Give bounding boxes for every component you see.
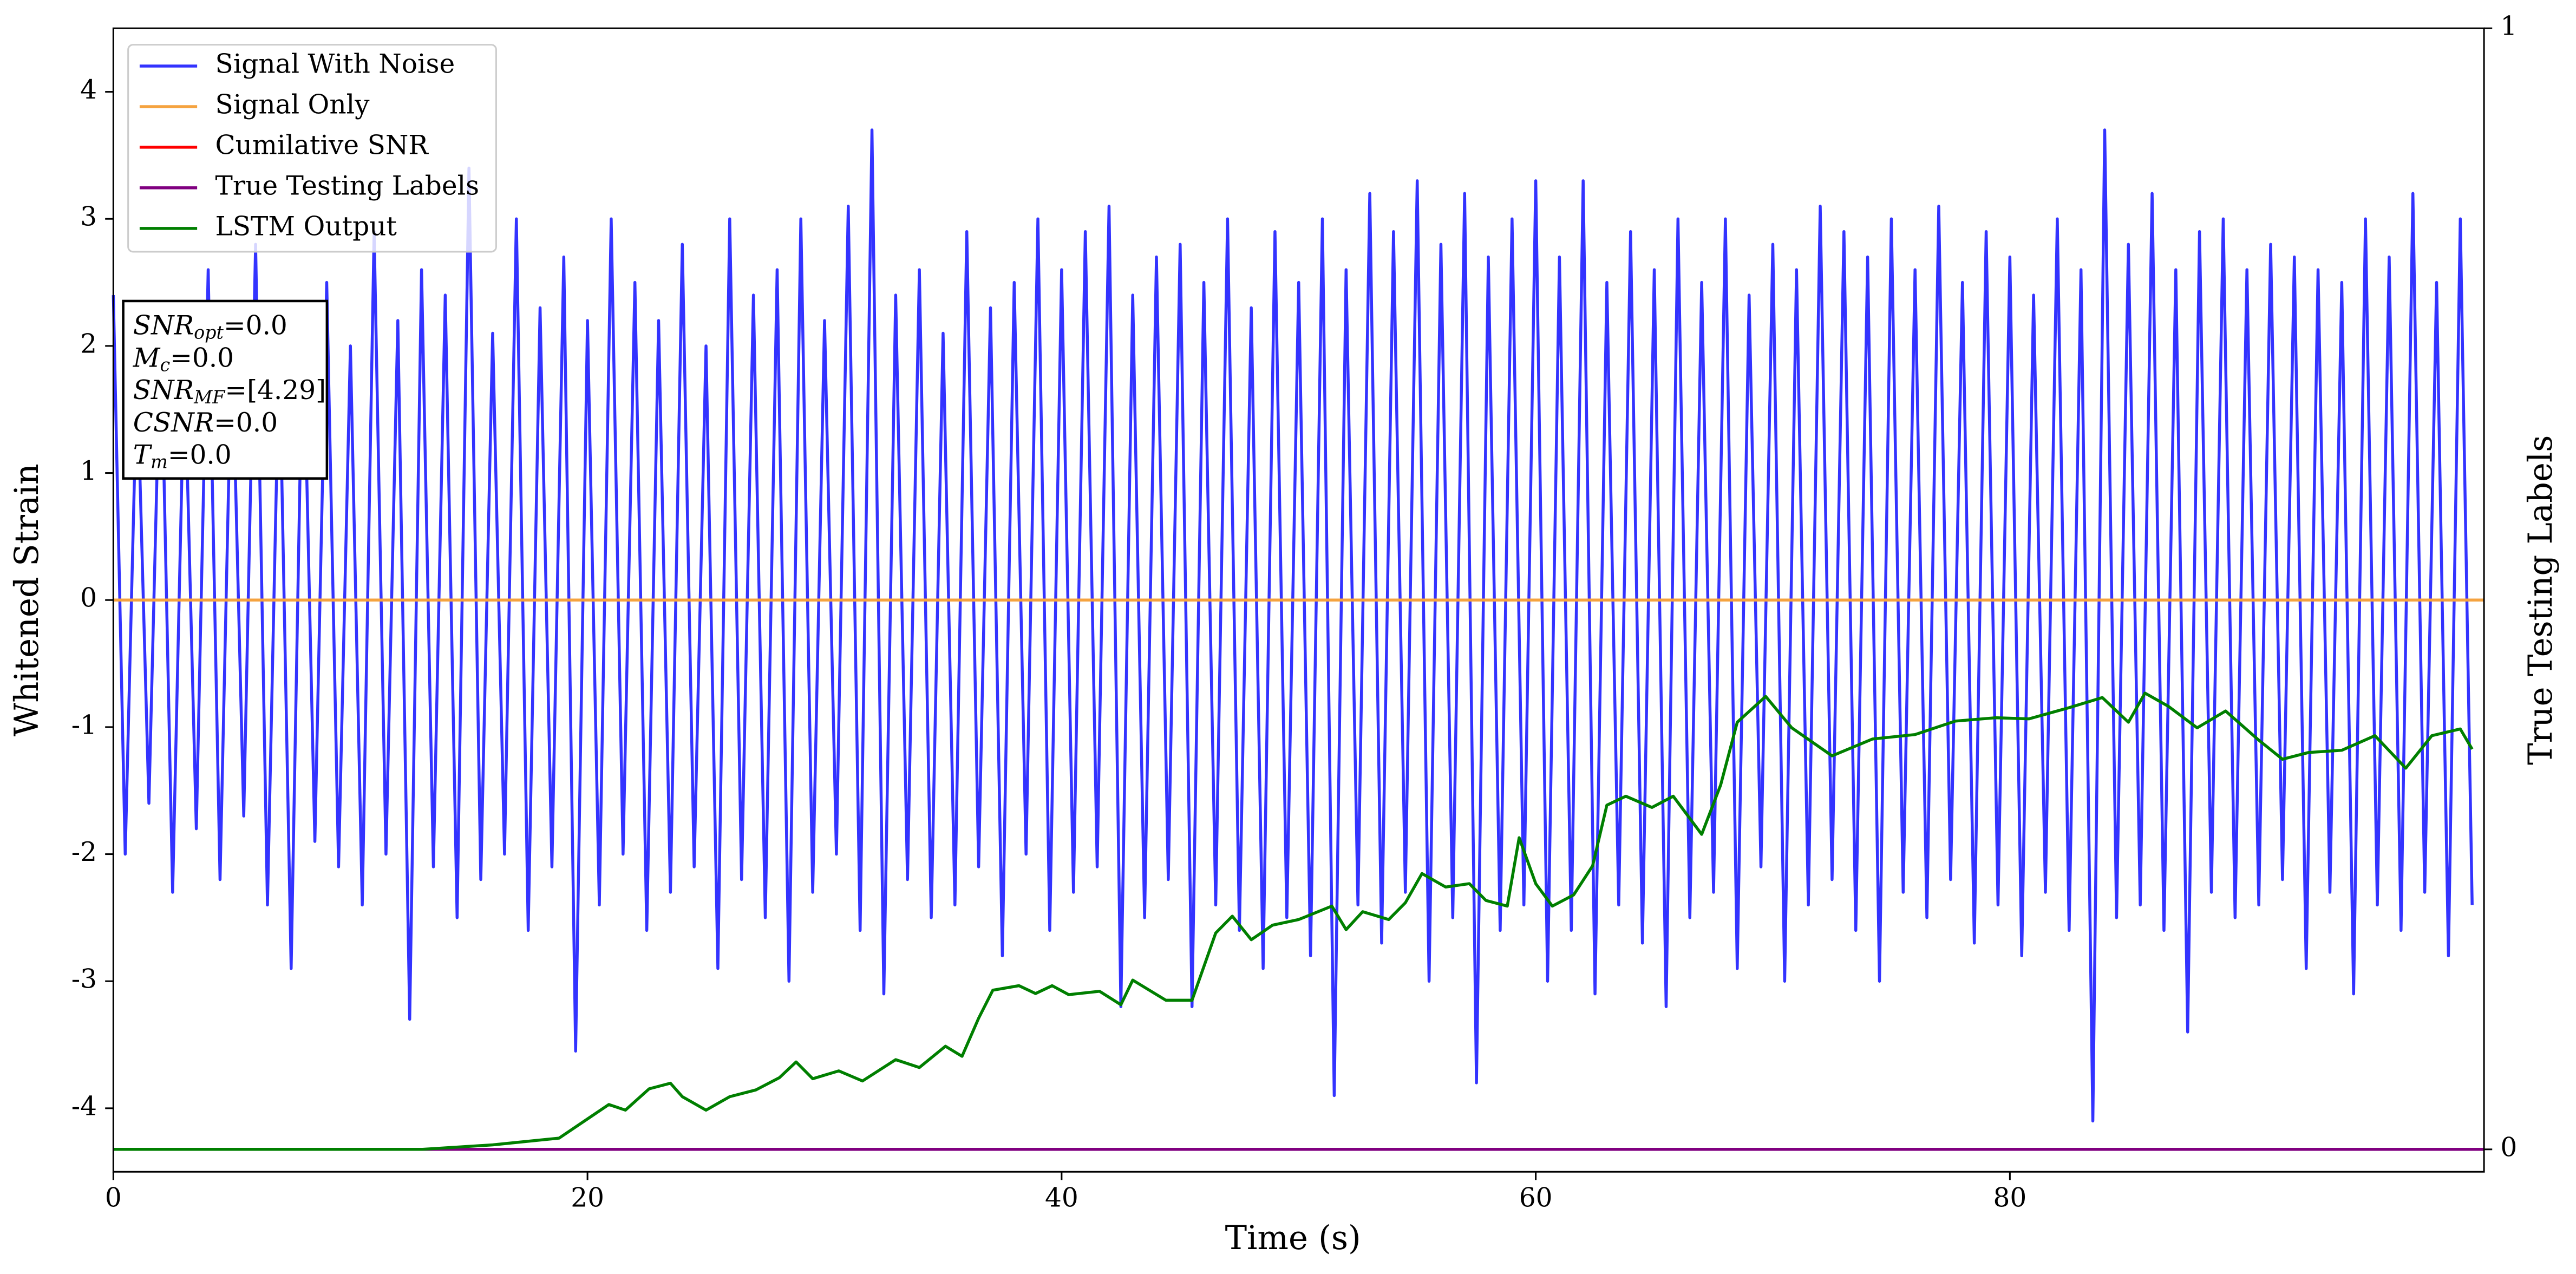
annotation-value: =0.0 — [168, 440, 232, 470]
x-tick-label: 0 — [105, 1182, 122, 1213]
annotation-symbol: CSNR — [133, 407, 214, 437]
x-tick-label: 40 — [1045, 1182, 1078, 1213]
x-axis-label: Time (s) — [1225, 1219, 1361, 1257]
annotation-subscript: m — [151, 452, 168, 473]
annotation-symbol: M — [133, 343, 161, 373]
annotation-value: =0.0 — [214, 407, 278, 437]
annotation-subscript: MF — [193, 387, 226, 408]
y-tick-label: 2 — [80, 329, 97, 359]
legend-label: Cumilative SNR — [215, 130, 429, 160]
series-line — [113, 691, 2474, 1151]
y-tick-label: 0 — [80, 583, 97, 613]
x-tick-label: 80 — [1993, 1182, 2026, 1213]
y-tick-label: -2 — [71, 837, 97, 867]
annotation-subscript: opt — [194, 322, 224, 343]
y2-tick-label: 1 — [2500, 11, 2517, 42]
legend: Signal With Noise Signal Only Cumilative S… — [127, 44, 497, 253]
annotation-line: CSNR=0.0 — [133, 407, 278, 437]
annotation-symbol: T — [133, 440, 153, 470]
y-tick-label: -3 — [71, 964, 97, 995]
annotation-box: SNRopt=0.0Mc=0.0SNRMF=[4.29]CSNR=0.0Tm=0… — [122, 299, 329, 480]
x-tick-label: 20 — [571, 1182, 604, 1213]
annotation-frame — [122, 299, 329, 480]
annotation-line: Mc=0.0 — [133, 343, 234, 376]
legend-label: Signal Only — [215, 89, 370, 120]
y2-tick-label: 0 — [2500, 1132, 2517, 1162]
annotation-subscript: c — [160, 354, 171, 375]
annotation-value: =[4.29] — [225, 375, 326, 406]
x-tick-label: 60 — [1519, 1182, 1553, 1213]
annotation-value: =0.0 — [170, 343, 234, 373]
y-tick-label: -1 — [71, 710, 97, 740]
legend-label: LSTM Output — [215, 211, 397, 241]
annotation-line: SNRopt=0.0 — [133, 310, 287, 343]
y-axis-label: Whitened Strain — [8, 463, 46, 736]
y-tick-label: -4 — [71, 1091, 97, 1121]
y2-axis-label: True Testing Labels — [2522, 435, 2560, 765]
y-tick-label: 1 — [80, 456, 97, 486]
annotation-symbol: SNR — [133, 375, 194, 406]
annotation-value: =0.0 — [224, 310, 287, 341]
y-tick-label: 4 — [80, 75, 97, 105]
annotation-line: SNRMF=[4.29] — [133, 375, 326, 408]
plot-area — [112, 128, 2485, 1151]
y-tick-label: 3 — [80, 202, 97, 232]
legend-label: True Testing Labels — [215, 171, 480, 201]
annotation-line: Tm=0.0 — [133, 440, 232, 473]
annotation-symbol: SNR — [133, 310, 194, 341]
legend-label: Signal With Noise — [215, 49, 455, 80]
legend-frame — [127, 44, 497, 253]
